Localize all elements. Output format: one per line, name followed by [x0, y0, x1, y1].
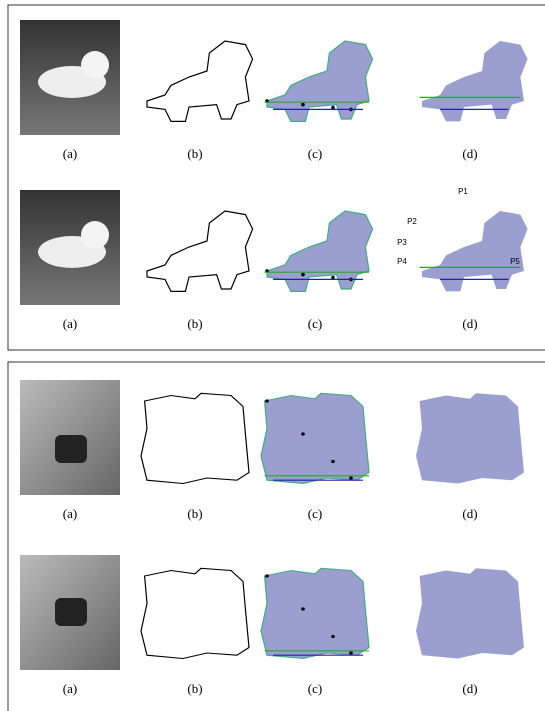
point-label: P3 — [397, 238, 407, 247]
filled-shape — [416, 393, 524, 484]
corner-dot — [331, 459, 335, 464]
shape — [146, 40, 254, 123]
shape — [416, 568, 524, 659]
shape — [260, 567, 370, 660]
shape — [264, 40, 374, 123]
caption: (d) — [462, 316, 477, 331]
corner-dot — [301, 607, 305, 611]
shape — [140, 567, 250, 660]
shape — [146, 210, 254, 292]
point-label: P4 — [397, 257, 407, 266]
corner-dot — [331, 275, 335, 280]
point-label: P2 — [407, 217, 417, 226]
contour — [146, 40, 254, 123]
filled-shape — [260, 567, 370, 660]
shape — [140, 392, 250, 485]
caption: (c) — [308, 316, 322, 331]
shape — [260, 392, 370, 485]
caption: (a) — [63, 681, 77, 696]
corner-dot — [265, 574, 269, 578]
caption: (b) — [187, 506, 202, 521]
corner-dot — [301, 432, 305, 436]
contour — [140, 567, 250, 660]
corner-dot — [301, 102, 305, 107]
caption: (a) — [63, 506, 77, 521]
corner-dot — [331, 634, 335, 639]
panel-border — [7, 4, 545, 351]
caption: (c) — [308, 506, 322, 521]
shape — [419, 41, 528, 122]
caption: (b) — [187, 146, 202, 161]
caption: (a) — [63, 146, 77, 161]
filled-shape — [416, 568, 524, 659]
caption: (b) — [187, 681, 202, 696]
corner-dot — [301, 272, 305, 277]
caption: (a) — [63, 316, 77, 331]
shape — [264, 210, 374, 292]
panel-border — [7, 361, 545, 711]
point-label: P5 — [510, 257, 520, 266]
shape — [419, 211, 528, 292]
caption: (d) — [462, 506, 477, 521]
photo-object — [81, 221, 109, 249]
contour — [146, 210, 254, 292]
contour — [140, 392, 250, 485]
caption: (c) — [308, 146, 322, 161]
photo-object — [55, 598, 87, 626]
corner-dot — [349, 476, 353, 480]
caption: (d) — [462, 681, 477, 696]
filled-shape — [260, 392, 370, 485]
shape — [416, 393, 524, 484]
corner-dot — [265, 399, 269, 403]
point-label: P1 — [458, 187, 468, 196]
caption: (c) — [308, 681, 322, 696]
corner-dot — [349, 651, 353, 655]
corner-dot — [331, 105, 335, 110]
caption: (d) — [462, 146, 477, 161]
caption: (b) — [187, 316, 202, 331]
photo-object — [81, 51, 109, 79]
photo-object — [55, 435, 87, 463]
